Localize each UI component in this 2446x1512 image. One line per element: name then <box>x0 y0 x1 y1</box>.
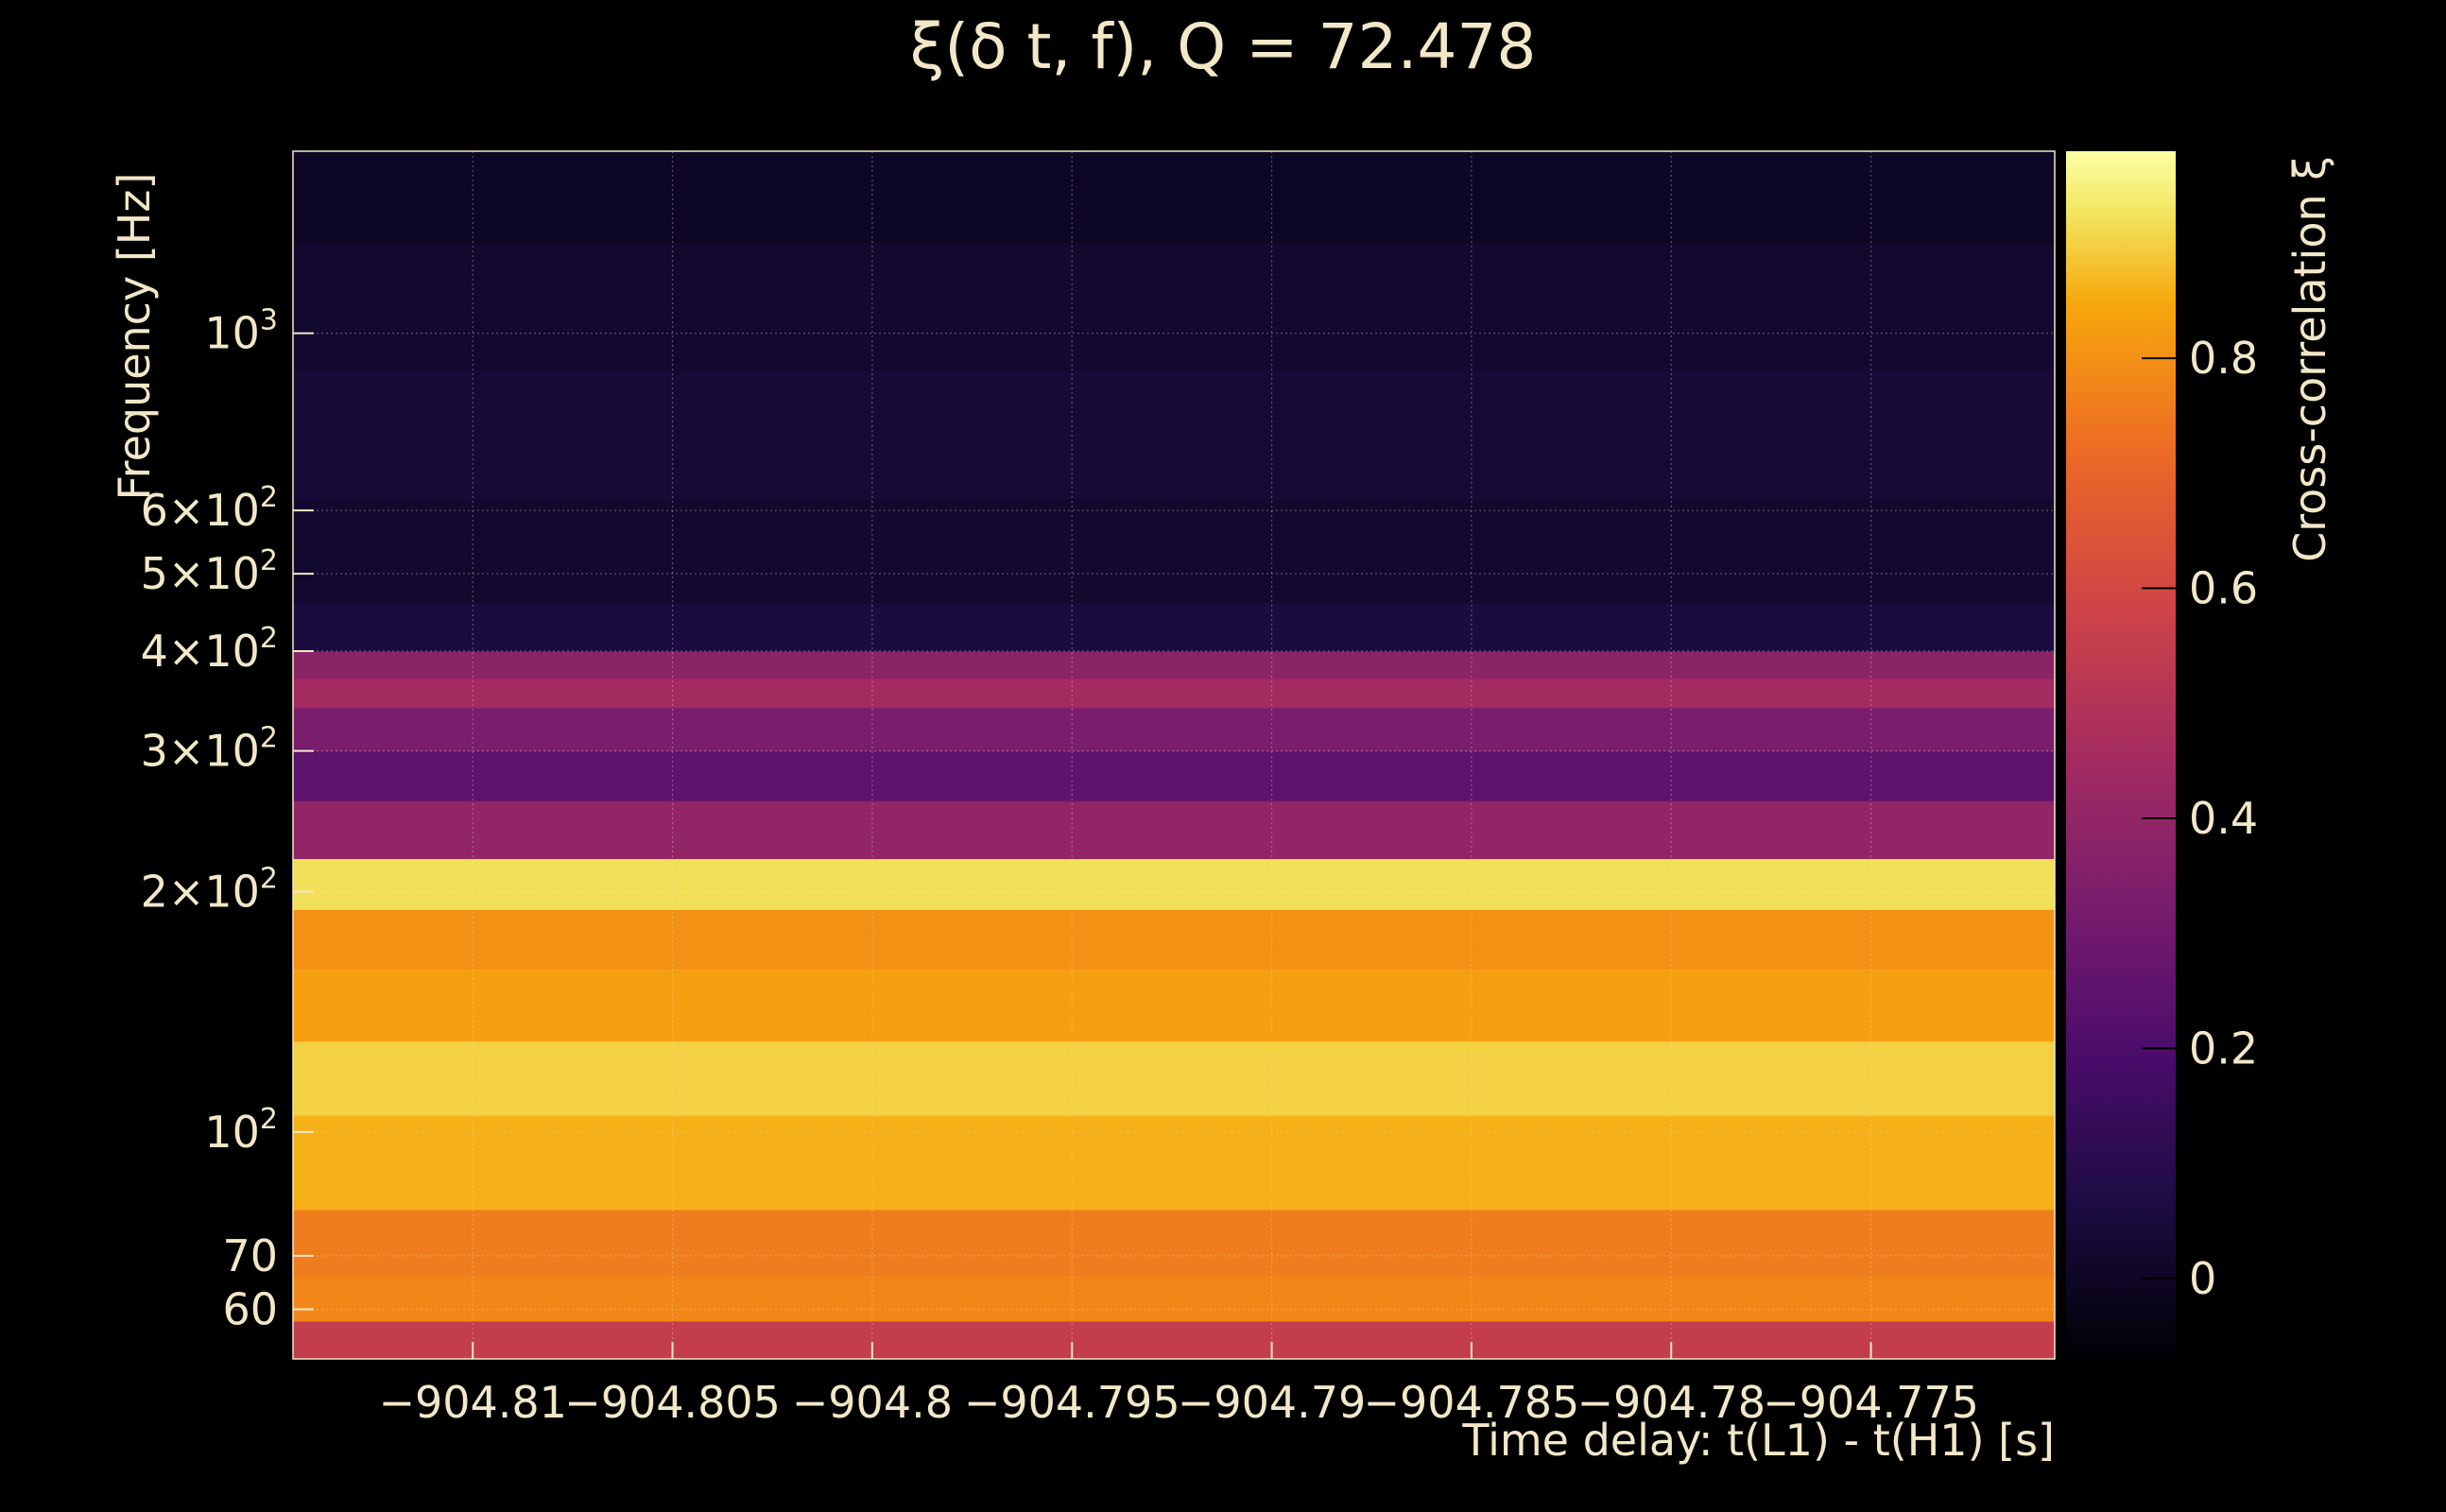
colorbar-tick-label: 0.2 <box>2189 1022 2258 1074</box>
heatmap-band <box>293 969 2055 1042</box>
x-tick-label: −904.795 <box>964 1377 1180 1428</box>
x-axis-label: Time delay: t(L1) - t(H1) [s] <box>1461 1415 2055 1466</box>
y-tick-label: 60 <box>222 1283 278 1334</box>
y-tick-label: 102 <box>204 1103 278 1158</box>
heatmap-band <box>293 750 2055 801</box>
colorbar-gradient <box>2066 151 2176 1359</box>
x-tick-label: −904.805 <box>564 1377 781 1428</box>
y-tick-label: 3×102 <box>141 722 278 777</box>
heatmap-band <box>293 369 2055 500</box>
heatmap-band <box>293 1320 2055 1359</box>
y-tick-label: 6×102 <box>141 481 278 536</box>
x-tick-label: −904.78 <box>1576 1377 1766 1428</box>
x-tick-label: −904.81 <box>378 1377 567 1428</box>
colorbar-tick-label: 0.4 <box>2189 793 2258 844</box>
colorbar-label: Cross-correlation ξ <box>2284 156 2335 562</box>
y-tick-label: 103 <box>204 304 278 359</box>
heatmap-band <box>293 651 2055 679</box>
colorbar-tick-label: 0 <box>2189 1253 2216 1304</box>
heatmap-band <box>293 1209 2055 1278</box>
heatmap-band <box>293 678 2055 709</box>
plot-frame <box>292 150 2056 1360</box>
heatmap-band <box>293 909 2055 970</box>
heatmap-band <box>293 151 2055 243</box>
x-tick-label: −904.79 <box>1178 1377 1367 1428</box>
y-tick-label: 2×102 <box>141 862 278 917</box>
y-tick-label: 70 <box>222 1230 278 1281</box>
heatmap-band <box>293 707 2055 752</box>
heatmap-band <box>293 1040 2055 1116</box>
heatmap-band <box>293 242 2055 370</box>
heatmap-band <box>293 602 2055 652</box>
x-tick-label: −904.785 <box>1364 1377 1580 1428</box>
x-tick-label: −904.775 <box>1763 1377 1979 1428</box>
heatmap-band <box>293 499 2055 604</box>
chart-title: ξ(δ t, f), Q = 72.478 <box>910 10 1537 83</box>
colorbar-tick-label: 0.8 <box>2189 333 2258 384</box>
colorbar: 0 0.2 0.4 0.6 0.8 <box>2066 151 2258 1359</box>
y-tick-label: 4×102 <box>141 622 278 677</box>
y-tick-label: 5×102 <box>141 544 278 599</box>
heatmap-band <box>293 800 2055 860</box>
heatmap-band <box>293 858 2055 910</box>
y-axis-label: Frequency [Hz] <box>109 173 160 501</box>
heatmap-band <box>293 1115 2055 1211</box>
colorbar-tick-label: 0.6 <box>2189 563 2258 614</box>
plot-area <box>292 150 2056 1360</box>
x-tick-label: −904.8 <box>792 1377 953 1428</box>
heatmap-band <box>293 1276 2055 1322</box>
